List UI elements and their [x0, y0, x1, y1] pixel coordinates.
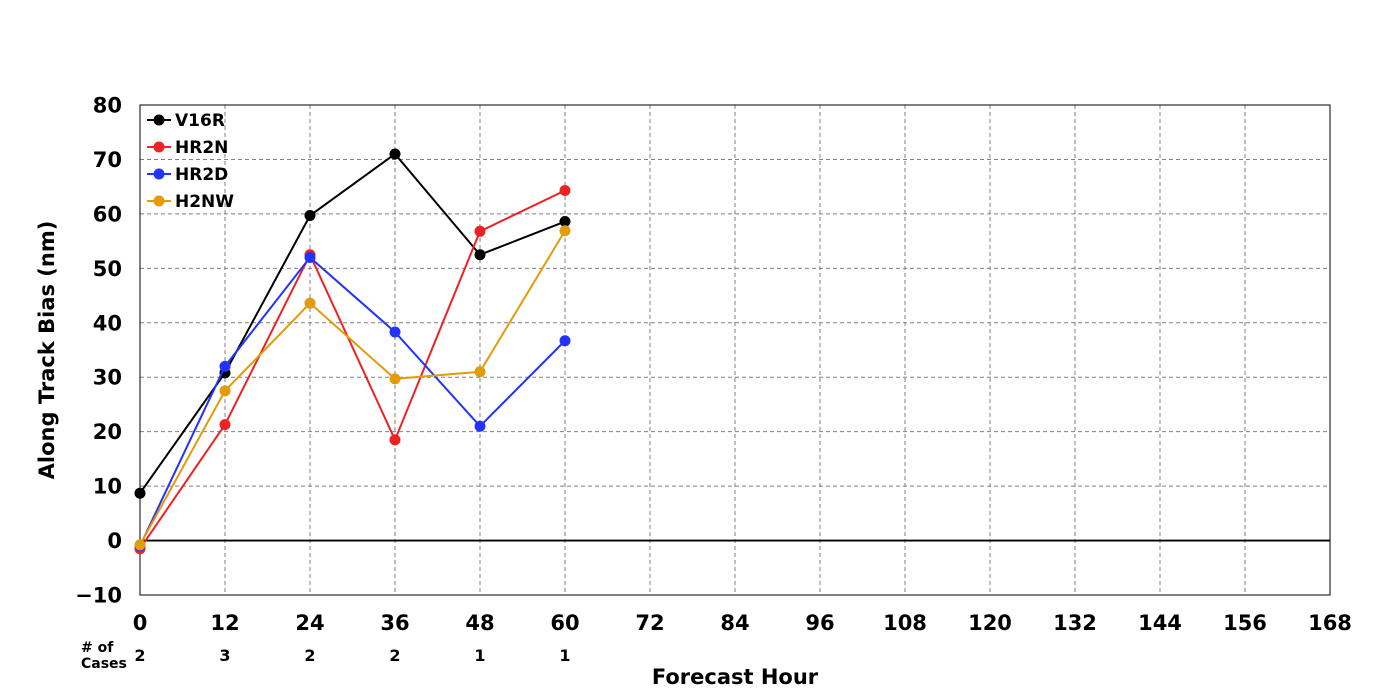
data-point-hr2d-36: [389, 326, 401, 338]
cases-title-line2: Cases: [81, 656, 127, 672]
grid-lines: [140, 105, 1330, 595]
legend-label-hr2d: HR2D: [175, 165, 228, 185]
y-tick-label-0: 0: [107, 529, 122, 553]
y-tick-label-30: 30: [93, 366, 122, 390]
y-axis-title: Along Track Bias (nm): [35, 221, 59, 480]
y-tick-label-20: 20: [93, 420, 122, 444]
data-point-h2nw-0: [134, 539, 146, 551]
y-tick-label-70: 70: [93, 148, 122, 172]
y-tick-label-10: 10: [93, 475, 122, 499]
x-tick-label-72: 72: [635, 611, 664, 635]
x-tick-label-84: 84: [720, 611, 749, 635]
x-tick-label-24: 24: [295, 611, 324, 635]
series-line-hr2n: [139, 189, 566, 550]
x-tick-label-36: 36: [380, 611, 409, 635]
x-tick-label-120: 120: [968, 611, 1012, 635]
case-count-12: 3: [219, 646, 230, 665]
y-tick-label-40: 40: [93, 311, 122, 335]
data-point-hr2d-12: [219, 360, 231, 372]
series-lines: [134, 148, 571, 555]
y-axis-tick-labels: −10 0 10 20 30 40 50 60 70 80: [75, 94, 122, 608]
x-tick-label-48: 48: [465, 611, 494, 635]
x-tick-label-0: 0: [133, 611, 148, 635]
data-point-v16r-0: [134, 487, 146, 499]
series-line-hr2d: [139, 255, 566, 547]
legend-label-hr2n: HR2N: [175, 138, 228, 158]
data-point-h2nw-24: [304, 297, 316, 309]
legend-label-h2nw: H2NW: [175, 192, 234, 212]
data-point-h2nw-36: [389, 373, 401, 385]
x-tick-label-156: 156: [1223, 611, 1267, 635]
x-tick-label-168: 168: [1308, 611, 1352, 635]
data-point-hr2d-60: [559, 335, 571, 347]
legend-marker-v16r: [153, 114, 165, 126]
plot-area-frame: [139, 104, 1331, 596]
data-point-hr2n-60: [559, 184, 571, 196]
case-counts-row: # of Cases 2 3 2 2 1 1: [81, 640, 571, 672]
data-point-h2nw-12: [219, 385, 231, 397]
legend-marker-hr2d: [153, 168, 165, 180]
y-tick-label-50: 50: [93, 257, 122, 281]
data-point-v16r-36: [389, 148, 401, 160]
legend-label-v16r: V16R: [175, 111, 225, 131]
cases-title-line1: # of: [81, 640, 114, 656]
legend-marker-h2nw: [153, 195, 165, 207]
case-count-24: 2: [304, 646, 315, 665]
legend-marker-hr2n: [153, 141, 165, 153]
y-tick-label--10: −10: [75, 584, 122, 608]
series-line-h2nw: [139, 230, 566, 546]
data-point-hr2n-48: [474, 225, 486, 237]
x-tick-label-144: 144: [1138, 611, 1182, 635]
data-point-h2nw-60: [559, 225, 571, 237]
data-point-hr2d-24: [304, 251, 316, 263]
x-tick-label-108: 108: [883, 611, 927, 635]
y-tick-label-60: 60: [93, 202, 122, 226]
case-count-0: 2: [134, 646, 145, 665]
x-tick-label-60: 60: [550, 611, 579, 635]
x-tick-label-96: 96: [805, 611, 834, 635]
case-count-36: 2: [389, 646, 400, 665]
x-axis-title: Forecast Hour: [652, 665, 819, 689]
x-axis-tick-labels: 0 12 24 36 48 60 72 84 96 108 120 132 144 156 168: [133, 611, 1352, 635]
x-tick-label-12: 12: [210, 611, 239, 635]
case-count-48: 1: [474, 646, 485, 665]
data-point-hr2n-36: [389, 434, 401, 446]
x-tick-label-132: 132: [1053, 611, 1097, 635]
legend: V16R HR2N HR2D H2NW: [147, 111, 234, 212]
data-point-hr2d-48: [474, 420, 486, 432]
series-line-v16r: [139, 152, 566, 494]
data-point-h2nw-48: [474, 366, 486, 378]
y-tick-label-80: 80: [93, 94, 122, 118]
data-point-v16r-48: [474, 249, 486, 261]
case-count-60: 1: [559, 646, 570, 665]
data-point-v16r-60: [559, 216, 571, 228]
data-point-v16r-24: [304, 210, 316, 222]
data-point-hr2n-12: [219, 419, 231, 431]
